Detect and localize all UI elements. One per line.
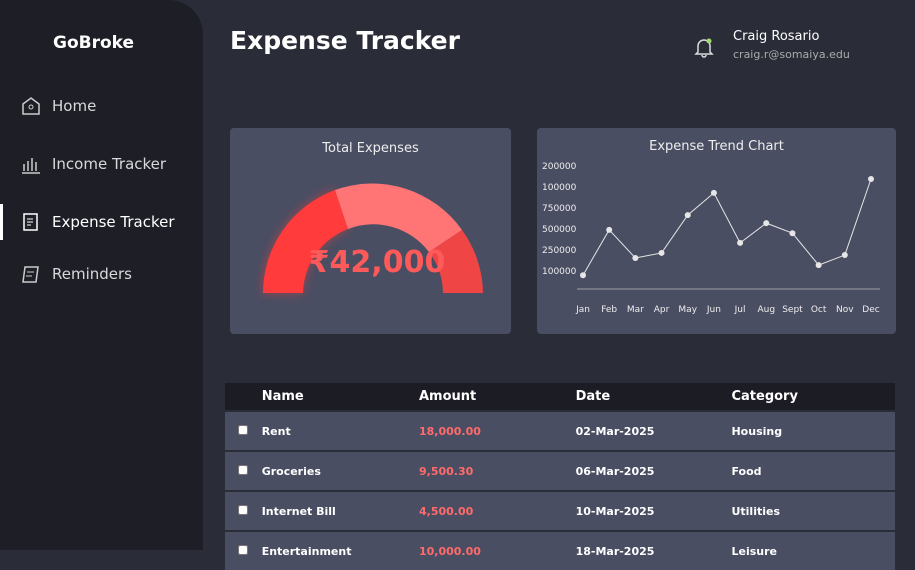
- header-cell: Category: [730, 383, 895, 411]
- header-cell: Amount: [417, 383, 575, 411]
- y-tick-label: 750000: [542, 204, 577, 214]
- x-tick-label: Oct: [811, 305, 827, 315]
- cell: [225, 490, 261, 531]
- x-tick-label: Dec: [862, 305, 879, 315]
- header-cell: Name: [260, 383, 418, 411]
- cell: 18,000.00: [417, 410, 575, 451]
- data-point: [606, 226, 613, 233]
- data-point: [684, 212, 691, 219]
- gauge-segment: [263, 190, 348, 293]
- total-amount: ₹42,000: [309, 245, 446, 280]
- cell: Entertainment: [260, 530, 418, 570]
- card-title: Expense Trend Chart: [649, 139, 784, 154]
- cell: Housing: [730, 410, 895, 451]
- gauge: ₹42,000: [263, 183, 483, 293]
- data-point: [737, 239, 744, 246]
- x-tick-label: Feb: [601, 305, 617, 315]
- table-row: Rent 18,000.00 02-Mar-2025 Housing: [225, 410, 895, 451]
- nav-label: Home: [52, 97, 97, 115]
- user-email: craig.r@somaiya.edu: [733, 48, 850, 61]
- data-point: [815, 262, 822, 269]
- data-point: [868, 176, 874, 183]
- nav-label: Expense Tracker: [52, 213, 175, 231]
- nav-expense[interactable]: Expense Tracker: [20, 211, 175, 233]
- cell: 02-Mar-2025: [574, 410, 731, 451]
- user-info: Craig Rosario craig.r@somaiya.edu: [733, 29, 850, 61]
- data-point: [658, 249, 665, 256]
- data-point: [763, 220, 770, 227]
- cell: 18-Mar-2025: [574, 530, 731, 570]
- data-point: [580, 272, 586, 279]
- x-tick-label: Jul: [734, 305, 746, 315]
- trend-card: Expense Trend Chart 100000 250000 500000 75…: [537, 128, 896, 334]
- cell: 10-Mar-2025: [574, 490, 731, 531]
- x-tick-label: Jun: [706, 305, 721, 315]
- y-tick-label: 500000: [542, 225, 577, 235]
- x-tick-label: Apr: [654, 305, 670, 315]
- row-checkbox[interactable]: [238, 464, 248, 475]
- nav-reminders[interactable]: Reminders: [20, 263, 132, 285]
- data-point: [632, 254, 639, 261]
- line-chart: 100000 250000 500000 750000 100000 200000 Jan F…: [542, 162, 880, 315]
- cell: 10,000.00: [417, 530, 575, 570]
- cell: Utilities: [730, 490, 895, 531]
- y-tick-label: 100000: [542, 267, 577, 277]
- icon: [23, 213, 38, 231]
- x-tick-label: Mar: [627, 305, 644, 315]
- x-tick-label: Jan: [575, 305, 590, 315]
- data-point: [789, 230, 796, 237]
- x-tick-label: Nov: [836, 305, 854, 315]
- cell: [225, 410, 261, 451]
- cell: [225, 450, 261, 491]
- x-tick-label: May: [678, 305, 697, 315]
- expense-table: Name Amount Date Category Rent 18,000.00 02-Ma…: [225, 383, 895, 570]
- y-tick-label: 200000: [542, 162, 577, 172]
- cell: [225, 530, 261, 570]
- page: {"sidebar":{"brand":"GoBroke","items":["…: [0, 0, 896, 570]
- active-indicator: [0, 204, 3, 240]
- nav-label: Income Tracker: [52, 155, 167, 173]
- header-row: Name Amount Date Category: [225, 383, 895, 411]
- user-name: Craig Rosario: [733, 29, 820, 44]
- icon: [22, 266, 39, 283]
- icon: [22, 97, 40, 115]
- gauge-segment: [429, 230, 483, 293]
- cell: Food: [730, 450, 895, 491]
- gauge-segment: [335, 183, 462, 252]
- brand: GoBroke: [53, 33, 135, 53]
- table-row: Entertainment 10,000.00 18-Mar-2025 Leisure: [225, 530, 895, 570]
- nav-label: Reminders: [52, 265, 132, 283]
- nav-home[interactable]: Home: [20, 95, 96, 117]
- table-row: Internet Bill 4,500.00 10-Mar-2025 Utilitie…: [225, 490, 895, 531]
- row-checkbox[interactable]: [238, 424, 248, 435]
- trend-line: [582, 178, 872, 276]
- nav-income[interactable]: Income Tracker: [20, 153, 166, 175]
- y-tick-label: 250000: [542, 246, 577, 256]
- cell: 06-Mar-2025: [574, 450, 731, 491]
- cell: Rent: [260, 410, 418, 451]
- table-row: Groceries 9,500.30 06-Mar-2025 Food: [225, 450, 895, 491]
- cell: 4,500.00: [417, 490, 575, 531]
- data-point: [841, 252, 848, 259]
- row-checkbox[interactable]: [238, 504, 248, 515]
- cell: Leisure: [730, 530, 895, 570]
- cell: Internet Bill: [260, 490, 418, 531]
- page-title: Expense Tracker: [230, 26, 460, 55]
- notification-bell[interactable]: [693, 36, 715, 58]
- icon: [22, 158, 40, 174]
- total-card: Total Expenses ₹42,000: [230, 128, 511, 334]
- y-tick-label: 100000: [542, 183, 577, 193]
- header-cell: [225, 383, 261, 411]
- data-point: [710, 189, 717, 196]
- x-tick-label: Sept: [782, 305, 803, 315]
- cell: Groceries: [260, 450, 418, 491]
- x-tick-label: Aug: [757, 305, 775, 315]
- card-title: Total Expenses: [322, 141, 419, 156]
- sidebar: GoBroke Home Income Tracker Expense Trac…: [0, 0, 203, 550]
- header-cell: Date: [574, 383, 731, 411]
- cell: 9,500.30: [417, 450, 575, 491]
